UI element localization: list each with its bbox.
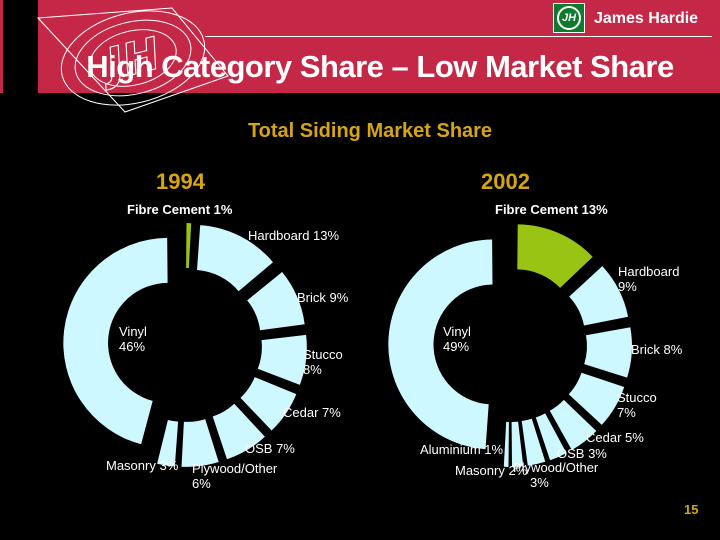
- slice-label-1994-masonry: Masonry 3%: [106, 458, 179, 473]
- slice-label-1994-cedar: Cedar 7%: [283, 405, 341, 420]
- slice-label-2002-masonry: Masonry 2%: [455, 463, 528, 478]
- header-rule: [205, 36, 712, 37]
- slice-label-2002-aluminium: Aluminium 1%: [420, 442, 504, 457]
- donut-chart-2002: [388, 224, 632, 467]
- slide-title: High Category Share – Low Market Share: [86, 49, 674, 84]
- slice-label-2002-brick: Brick 8%: [631, 342, 683, 357]
- slice-2002-masonry: [511, 421, 524, 467]
- slice-2002-brick: [584, 327, 632, 378]
- slice-label-2002-hardboard: Hardboard 9%: [618, 264, 680, 294]
- page-number: 15: [684, 502, 699, 517]
- slice-label-1994-plywood-other: Plywood/Other 6%: [192, 461, 278, 491]
- slice-2002-stucco: [568, 372, 625, 425]
- slice-label-2002-osb: OSB 3%: [557, 446, 607, 461]
- donut-chart-1994: [63, 223, 307, 467]
- slice-2002-aluminium: [503, 421, 509, 467]
- slice-label-1994-hardboard: Hardboard 13%: [248, 228, 340, 243]
- slice-1994-plywood-other: [181, 419, 219, 467]
- slice-label-1994-stucco: Stucco 8%: [303, 347, 343, 377]
- slice-label-2002-stucco: Stucco 7%: [617, 390, 657, 420]
- slice-1994-stucco: [257, 334, 307, 385]
- slice-2002-fibre-cement: [517, 224, 593, 288]
- slice-label-1994-vinyl: Vinyl 46%: [119, 324, 147, 354]
- chart-heading-1994: 1994: [156, 169, 205, 194]
- slice-2002-plywood-other: [521, 418, 546, 466]
- slice-2002-vinyl: [388, 239, 493, 450]
- slice-1994-vinyl: [63, 237, 168, 445]
- corner-block: [3, 0, 38, 93]
- slice-label-2002-cedar: Cedar 5%: [586, 430, 644, 445]
- slice-1994-osb: [212, 403, 265, 460]
- slice-2002-cedar: [549, 399, 597, 450]
- slice-1994-brick: [247, 272, 305, 331]
- slice-1994-fibre-cement: [186, 223, 192, 269]
- slice-label-2002-vinyl: Vinyl 49%: [443, 324, 471, 354]
- jh-monogram-icon: JH: [557, 6, 581, 30]
- slice-1994-cedar: [240, 377, 297, 431]
- brand-name: James Hardie: [594, 10, 699, 27]
- chart-heading-2002: 2002: [481, 169, 530, 194]
- slice-1994-masonry: [157, 420, 179, 467]
- slice-2002-osb: [535, 413, 567, 461]
- slice-label-2002-plywood-other: Plywood/Other 3%: [513, 460, 599, 490]
- slice-2002-hardboard: [569, 266, 629, 326]
- subtitle: Total Siding Market Share: [247, 120, 493, 142]
- slice-1994-hardboard: [197, 225, 273, 292]
- slice-label-1994-brick: Brick 9%: [297, 290, 349, 305]
- slice-label-2002-fibre-cement: Fibre Cement 13%: [495, 202, 608, 217]
- slice-label-1994-osb: OSB 7%: [245, 441, 295, 456]
- slice-label-1994-fibre-cement: Fibre Cement 1%: [127, 202, 233, 217]
- jh-logo-box: JH: [553, 3, 585, 33]
